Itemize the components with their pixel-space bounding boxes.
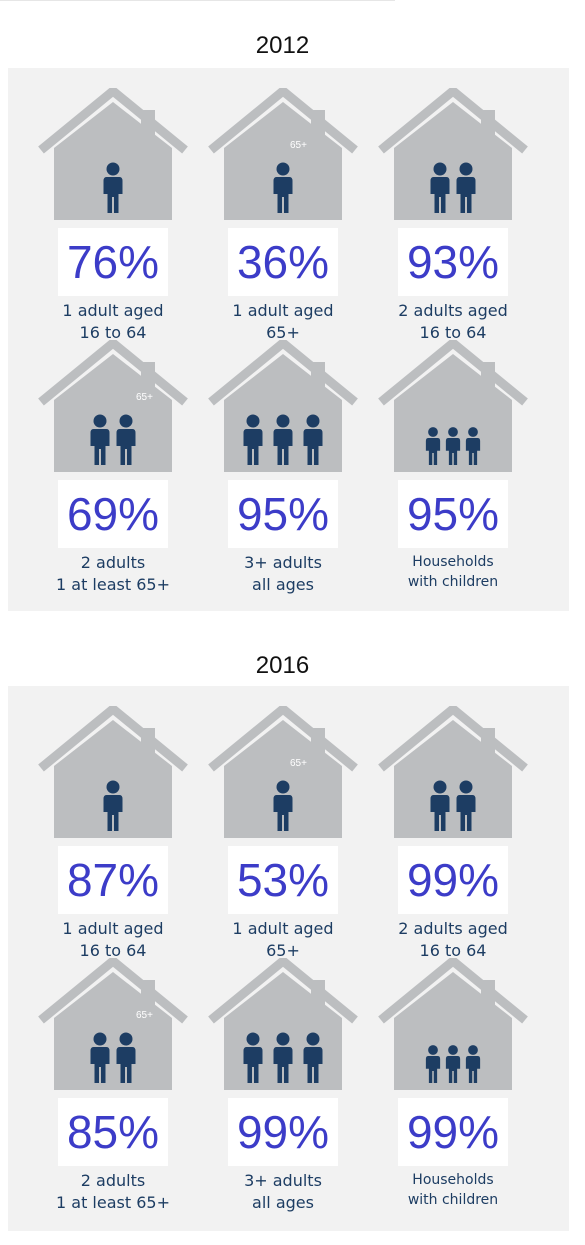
household-label: 3+ adults all ages <box>208 1170 358 1214</box>
household-label: 1 adult aged 16 to 64 <box>38 300 188 344</box>
age-tag: 65+ <box>136 1010 153 1021</box>
label-line: 2 adults <box>80 553 146 572</box>
label-line: 1 at least 65+ <box>56 575 170 594</box>
panel-2012: 76% 1 adult aged 16 to 64 65+ 36% 1 adult… <box>8 68 569 611</box>
age-tag: 65+ <box>290 140 307 151</box>
household-card: 65+ 36% 1 adult aged 65+ <box>208 88 358 363</box>
percent-value: 93% <box>398 228 508 296</box>
household-label: 3+ adults all ages <box>208 552 358 596</box>
household-label: 1 adult aged 16 to 64 <box>38 918 188 962</box>
label-line: 1 adult aged <box>62 301 164 320</box>
label-line: 16 to 64 <box>419 323 487 342</box>
year-heading-2016: 2016 <box>255 652 310 679</box>
percent-value: 95% <box>228 480 338 548</box>
household-card: 99% 2 adults aged 16 to 64 <box>378 706 528 981</box>
household-label: 2 adults aged 16 to 64 <box>378 918 528 962</box>
label-line: all ages <box>252 575 314 594</box>
label-line: Households <box>412 1172 494 1188</box>
label-line: all ages <box>252 1193 314 1212</box>
two-adults-icon <box>378 706 528 838</box>
household-card: 65+ 69% 2 adults 1 at least 65+ <box>38 340 188 615</box>
household-card: 65+ 53% 1 adult aged 65+ <box>208 706 358 981</box>
three-children-icon <box>378 340 528 472</box>
household-card: 93% 2 adults aged 16 to 64 <box>378 88 528 363</box>
household-label: 1 adult aged 65+ <box>208 300 358 344</box>
three-adults-icon <box>208 340 358 472</box>
one-adult-icon <box>38 706 188 838</box>
household-label: 1 adult aged 65+ <box>208 918 358 962</box>
label-line: 65+ <box>266 323 300 342</box>
label-line: 2 adults aged <box>398 301 508 320</box>
label-line: 1 adult aged <box>62 919 164 938</box>
percent-value: 99% <box>228 1098 338 1166</box>
percent-value: 95% <box>398 480 508 548</box>
household-label: 2 adults aged 16 to 64 <box>378 300 528 344</box>
label-line: 1 at least 65+ <box>56 1193 170 1212</box>
label-line: 2 adults aged <box>398 919 508 938</box>
one-adult-65-icon: 65+ <box>208 88 358 220</box>
two-adults-65-icon: 65+ <box>38 340 188 472</box>
label-line: with children <box>407 574 499 590</box>
three-adults-icon <box>208 958 358 1090</box>
percent-value: 99% <box>398 1098 508 1166</box>
percent-value: 87% <box>58 846 168 914</box>
label-line: 16 to 64 <box>419 941 487 960</box>
percent-value: 76% <box>58 228 168 296</box>
household-card: 65+ 85% 2 adults 1 at least 65+ <box>38 958 188 1233</box>
percent-value: 99% <box>398 846 508 914</box>
household-card: 76% 1 adult aged 16 to 64 <box>38 88 188 363</box>
household-label: Households with children <box>378 552 528 592</box>
age-tag: 65+ <box>290 758 307 769</box>
household-card: 99% Households with children <box>378 958 528 1233</box>
one-adult-65-icon: 65+ <box>208 706 358 838</box>
label-line: 3+ adults <box>244 1171 322 1190</box>
three-children-icon <box>378 958 528 1090</box>
percent-value: 85% <box>58 1098 168 1166</box>
label-line: 65+ <box>266 941 300 960</box>
percent-value: 69% <box>58 480 168 548</box>
label-line: 3+ adults <box>244 553 322 572</box>
label-line: 16 to 64 <box>79 323 147 342</box>
label-line: 1 adult aged <box>232 919 334 938</box>
household-label: 2 adults 1 at least 65+ <box>38 1170 188 1214</box>
age-tag: 65+ <box>136 392 153 403</box>
two-adults-icon <box>378 88 528 220</box>
percent-value: 53% <box>228 846 338 914</box>
two-adults-65-icon: 65+ <box>38 958 188 1090</box>
one-adult-icon <box>38 88 188 220</box>
label-line: with children <box>407 1192 499 1208</box>
label-line: Households <box>412 554 494 570</box>
percent-value: 36% <box>228 228 338 296</box>
label-line: 2 adults <box>80 1171 146 1190</box>
label-line: 1 adult aged <box>232 301 334 320</box>
year-heading-2012: 2012 <box>255 32 310 59</box>
household-label: Households with children <box>378 1170 528 1210</box>
household-label: 2 adults 1 at least 65+ <box>38 552 188 596</box>
household-card: 99% 3+ adults all ages <box>208 958 358 1233</box>
label-line: 16 to 64 <box>79 941 147 960</box>
household-card: 95% 3+ adults all ages <box>208 340 358 615</box>
household-card: 95% Households with children <box>378 340 528 615</box>
panel-2016: 87% 1 adult aged 16 to 64 65+ 53% 1 adult… <box>8 686 569 1231</box>
top-divider <box>0 0 395 1</box>
household-card: 87% 1 adult aged 16 to 64 <box>38 706 188 981</box>
